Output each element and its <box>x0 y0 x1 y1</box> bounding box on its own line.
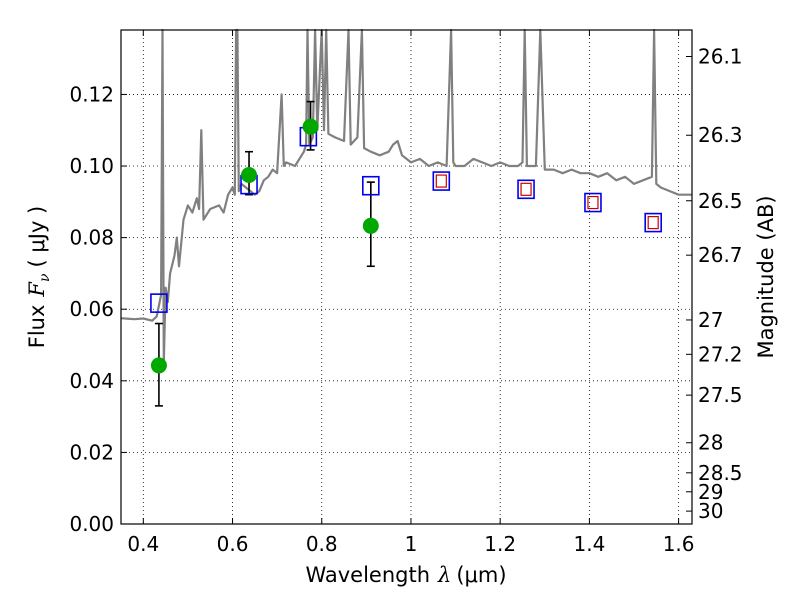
observed-flux-point <box>362 217 379 234</box>
y-tick-label: 0.02 <box>69 440 114 464</box>
y2-tick-label: 29 <box>698 480 723 504</box>
y2-tick-label: 26.7 <box>698 243 743 267</box>
y2-tick-label: 28 <box>698 431 723 455</box>
model-photometry-square <box>150 293 168 313</box>
y2-tick-label: 26.1 <box>698 44 743 68</box>
y2-axis-label: Magnitude (AB) <box>754 195 778 358</box>
ir-photometry-square <box>520 182 532 196</box>
x-tick-label: 0.4 <box>127 532 159 556</box>
x-tick-label: 0.6 <box>217 532 249 556</box>
model-spectrum-line <box>120 28 692 364</box>
y2-tick-label: 30 <box>698 499 723 523</box>
y-tick-label: 0.04 <box>69 369 114 393</box>
model-photometry-square <box>517 179 535 200</box>
y2-tick-label: 27.5 <box>698 383 743 407</box>
y-tick-label: 0.12 <box>69 82 114 106</box>
x-tick-label: 1.6 <box>663 532 695 556</box>
x-tick-label: 0.8 <box>306 532 338 556</box>
ir-photometry-square <box>435 174 447 188</box>
y-axis-ticks: 0.00 0.02 0.04 0.06 0.08 0.10 0.12 <box>69 82 127 536</box>
y-tick-label: 0.06 <box>69 297 114 321</box>
y-tick-label: 0.00 <box>69 512 114 536</box>
x-tick-label: 1 <box>405 532 418 556</box>
model-photometry-square <box>362 175 380 196</box>
x-axis-ticks: 0.4 0.6 0.8 1 1.2 1.4 1.6 <box>127 30 695 556</box>
y2-tick-label: 26.5 <box>698 189 743 213</box>
plot-area <box>120 28 692 407</box>
x-axis-label: Wavelength λ (μm) <box>305 563 506 587</box>
observed-flux-point <box>241 166 258 183</box>
model-photometry-square <box>584 192 602 213</box>
x-tick-label: 1.4 <box>573 532 605 556</box>
ir-photometry-square <box>647 215 659 230</box>
observed-flux-point <box>302 118 319 135</box>
y-tick-label: 0.10 <box>69 154 114 178</box>
x-tick-label: 1.2 <box>484 532 516 556</box>
ir-photometry-square <box>587 195 599 210</box>
grid-lines <box>121 30 692 525</box>
model-photometry-square <box>644 212 662 233</box>
model-photometry-square <box>432 171 451 191</box>
y-tick-label: 0.08 <box>69 226 114 250</box>
y2-tick-label: 27.2 <box>698 342 743 366</box>
y-axis-label: FluxFν( μJy ) <box>25 206 53 348</box>
y2-tick-label: 28.5 <box>698 461 743 485</box>
y2-tick-label: 26.3 <box>698 123 743 147</box>
plot-frame <box>120 29 693 525</box>
observed-flux-point <box>150 357 167 374</box>
y2-tick-label: 27 <box>698 308 723 332</box>
